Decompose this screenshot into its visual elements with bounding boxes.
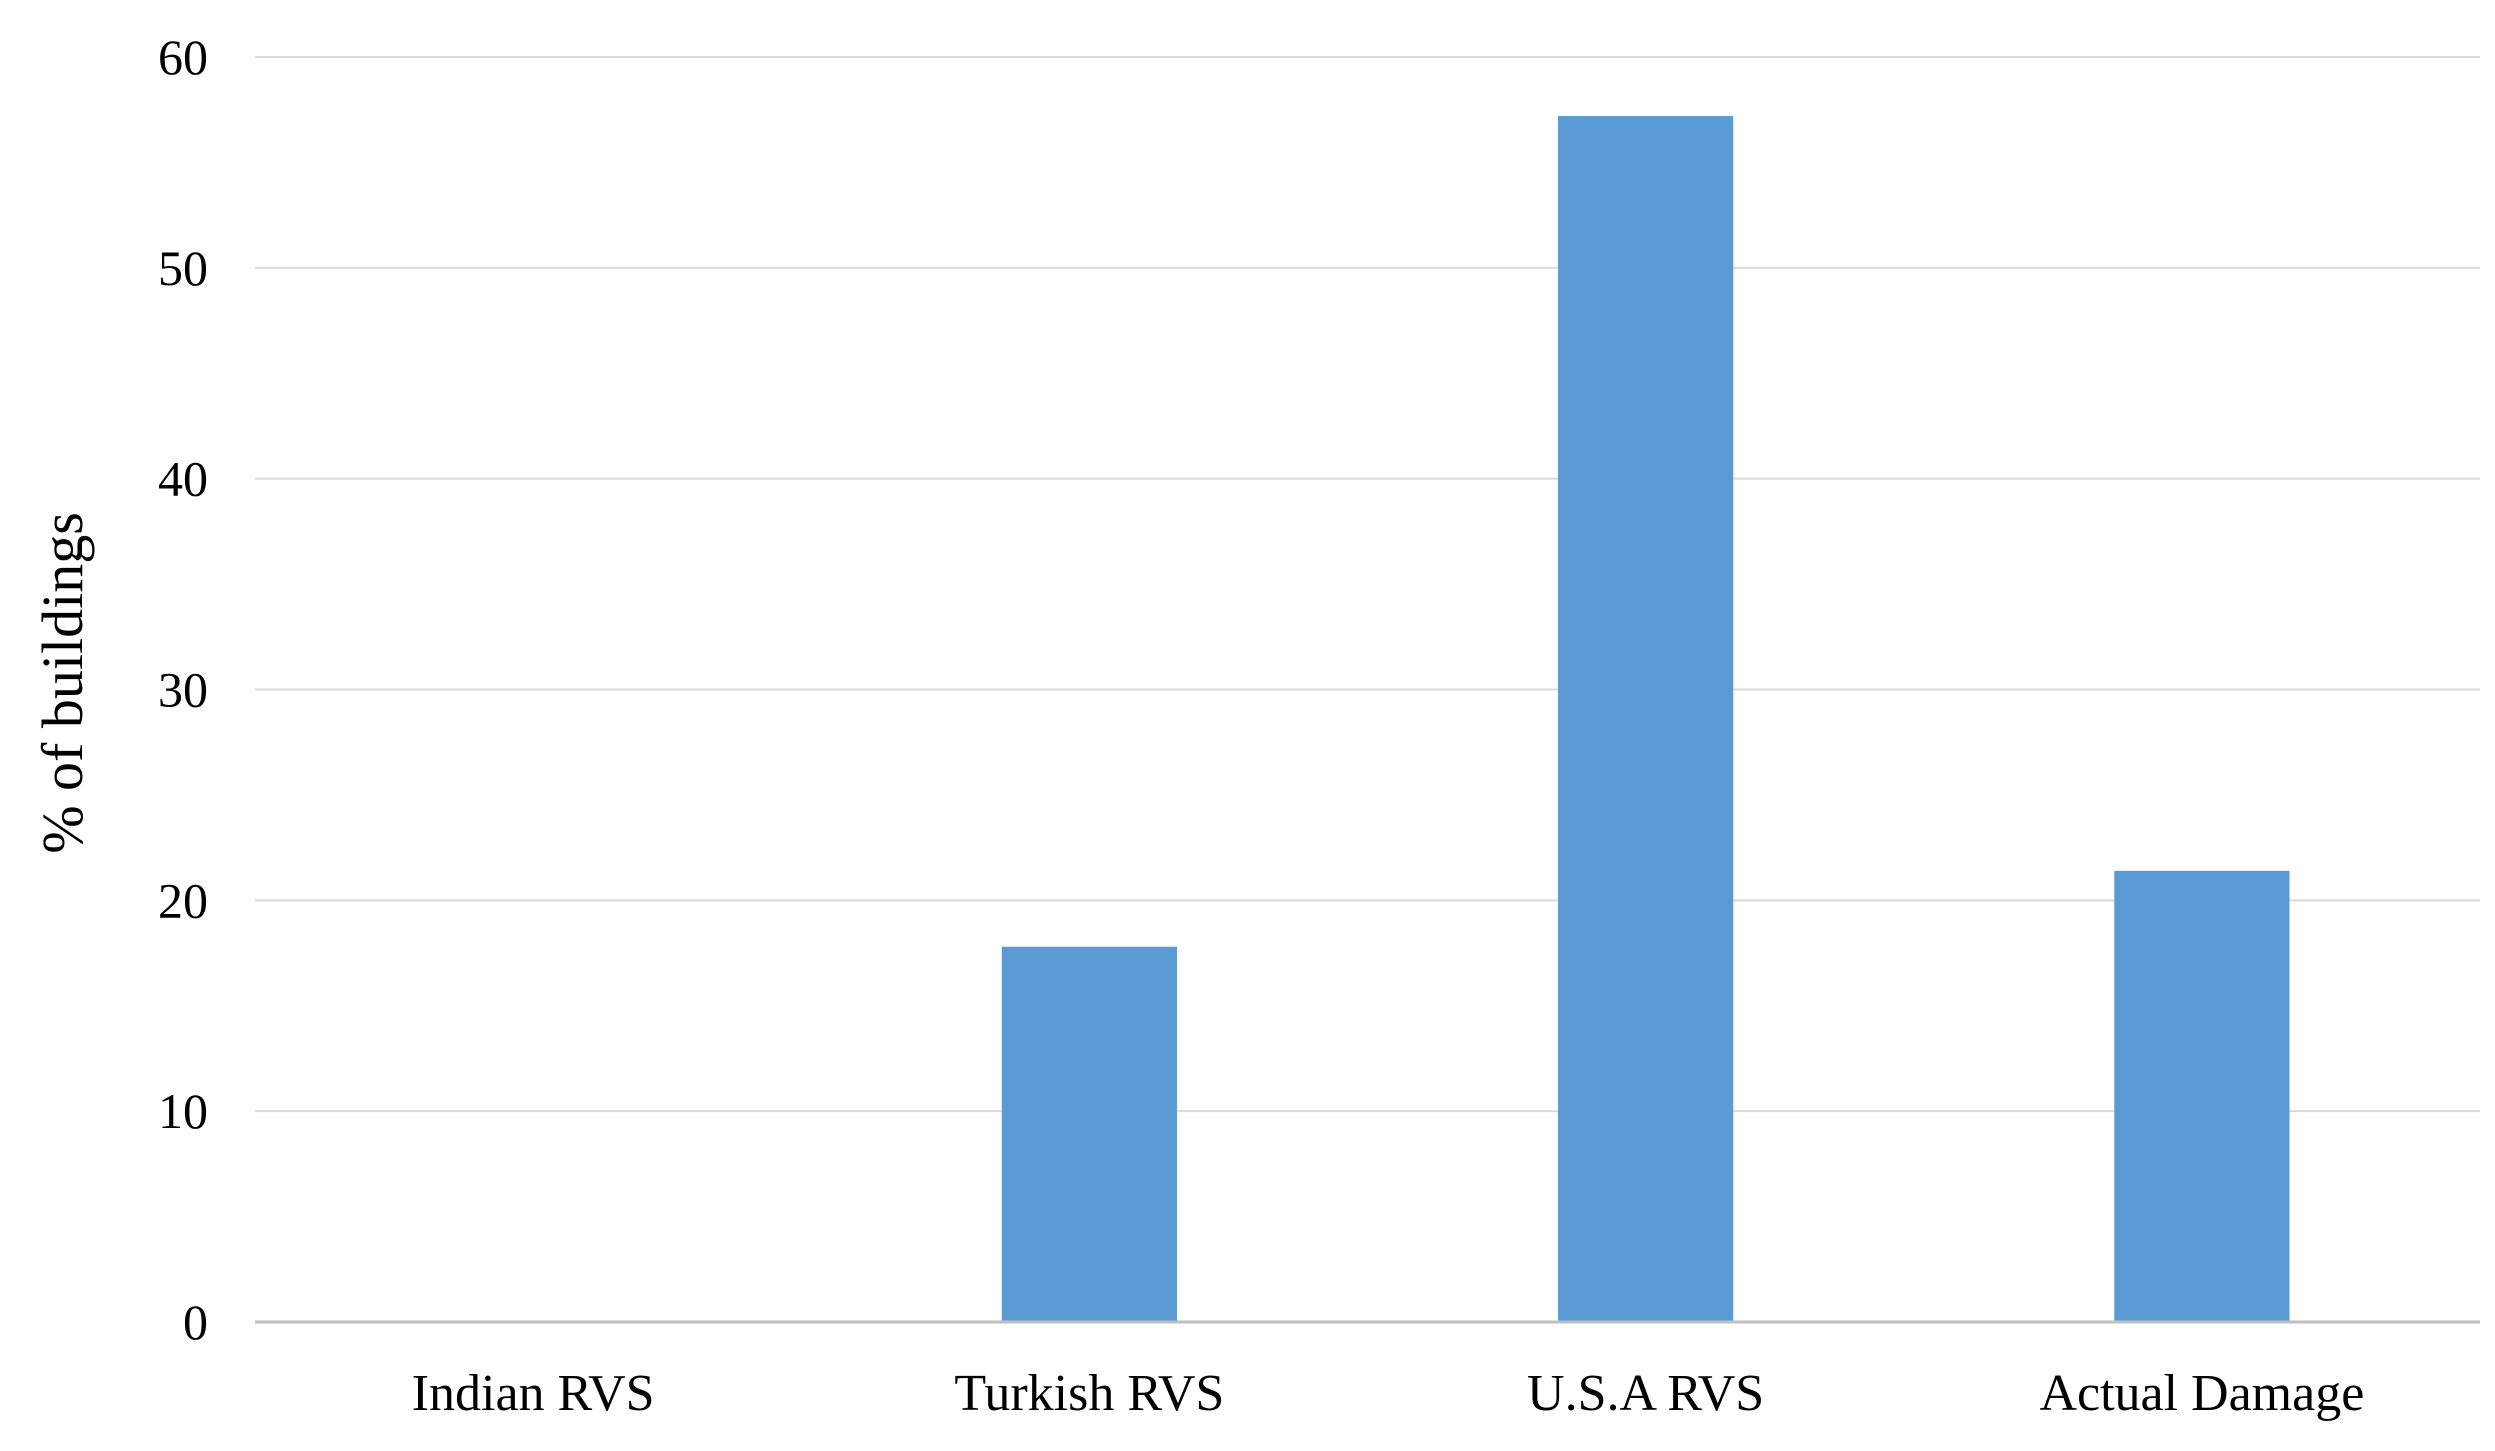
x-category-label: Indian RVS bbox=[412, 1365, 655, 1422]
y-tick-label: 40 bbox=[158, 451, 208, 507]
bar-actual-damage bbox=[2114, 870, 2290, 1322]
bars bbox=[1001, 116, 2290, 1323]
y-tick-label: 30 bbox=[158, 662, 208, 718]
x-category-label: Actual Damage bbox=[2039, 1365, 2364, 1422]
x-category-label: Turkish RVS bbox=[954, 1365, 1224, 1422]
x-category-label: U.S.A RVS bbox=[1527, 1365, 1764, 1422]
labels: 0 10 20 30 40 50 60 Indian RVS Turkish RVS U.S.A … bbox=[158, 29, 2364, 1422]
y-tick-label: 20 bbox=[158, 872, 208, 928]
y-tick-label: 60 bbox=[158, 29, 208, 85]
y-tick-label: 50 bbox=[158, 240, 208, 296]
bar-turkish-rvs bbox=[1001, 946, 1177, 1322]
bar-u-s-a-rvs bbox=[1558, 116, 1734, 1323]
y-tick-label: 0 bbox=[183, 1294, 208, 1350]
y-axis-title: % of buildings bbox=[30, 512, 95, 854]
gridlines bbox=[255, 56, 2480, 1113]
y-tick-label: 10 bbox=[158, 1083, 208, 1139]
